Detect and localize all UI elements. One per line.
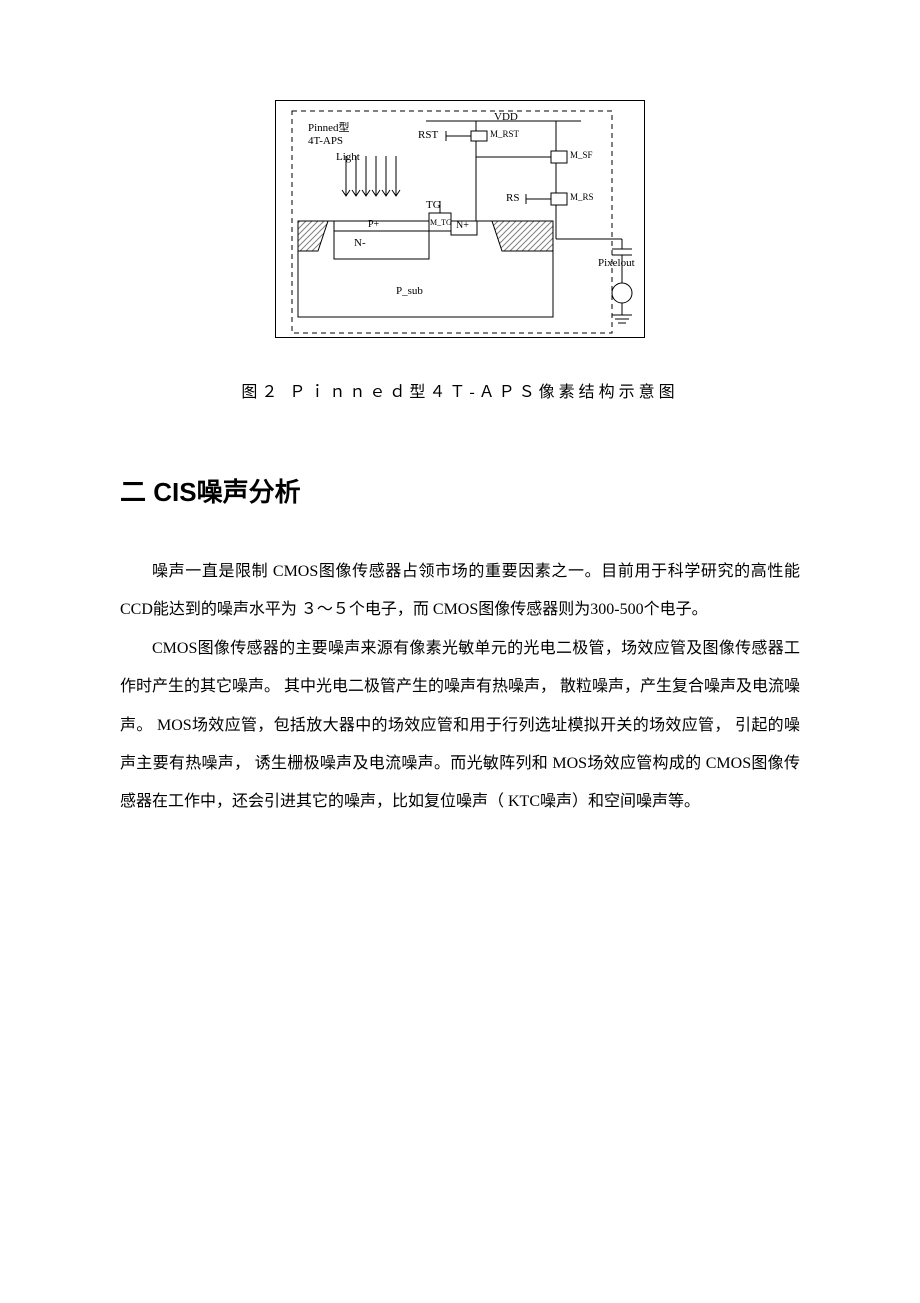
label-rst: RST (418, 129, 438, 141)
label-pixelout: Pixelout (598, 257, 635, 269)
figure-caption: 图２ Ｐｉｎｎｅｄ型４Ｔ‐ＡＰＳ像素结构示意图 (120, 378, 800, 402)
label-4taps: 4T-APS (308, 135, 343, 147)
label-vdd: VDD (494, 111, 518, 123)
circuit-diagram: Pinned型 4T-APS Light VDD RST M_RST M_SF … (275, 100, 645, 338)
label-light: Light (336, 151, 360, 163)
label-pinned: Pinned型 (308, 119, 350, 135)
label-mrst: M_RST (490, 129, 519, 139)
paragraph-2: CMOS图像传感器的主要噪声来源有像素光敏单元的光电二极管，场效应管及图像传感器… (120, 630, 800, 822)
label-msf: M_SF (570, 150, 593, 160)
label-nminus: N- (354, 237, 366, 249)
label-mtg: M_TG (430, 218, 452, 227)
paragraph-1: 噪声一直是限制 CMOS图像传感器占领市场的重要因素之一。目前用于科学研究的高性… (120, 553, 800, 630)
label-pplus: P+ (368, 219, 379, 230)
figure-container: Pinned型 4T-APS Light VDD RST M_RST M_SF … (120, 100, 800, 338)
label-nplus: N+ (456, 220, 469, 231)
section-heading: 二 CIS噪声分析 (120, 472, 800, 509)
label-mrs: M_RS (570, 192, 594, 202)
label-rs: RS (506, 192, 519, 204)
label-tg: TG (426, 199, 441, 211)
label-psub: P_sub (396, 285, 423, 297)
